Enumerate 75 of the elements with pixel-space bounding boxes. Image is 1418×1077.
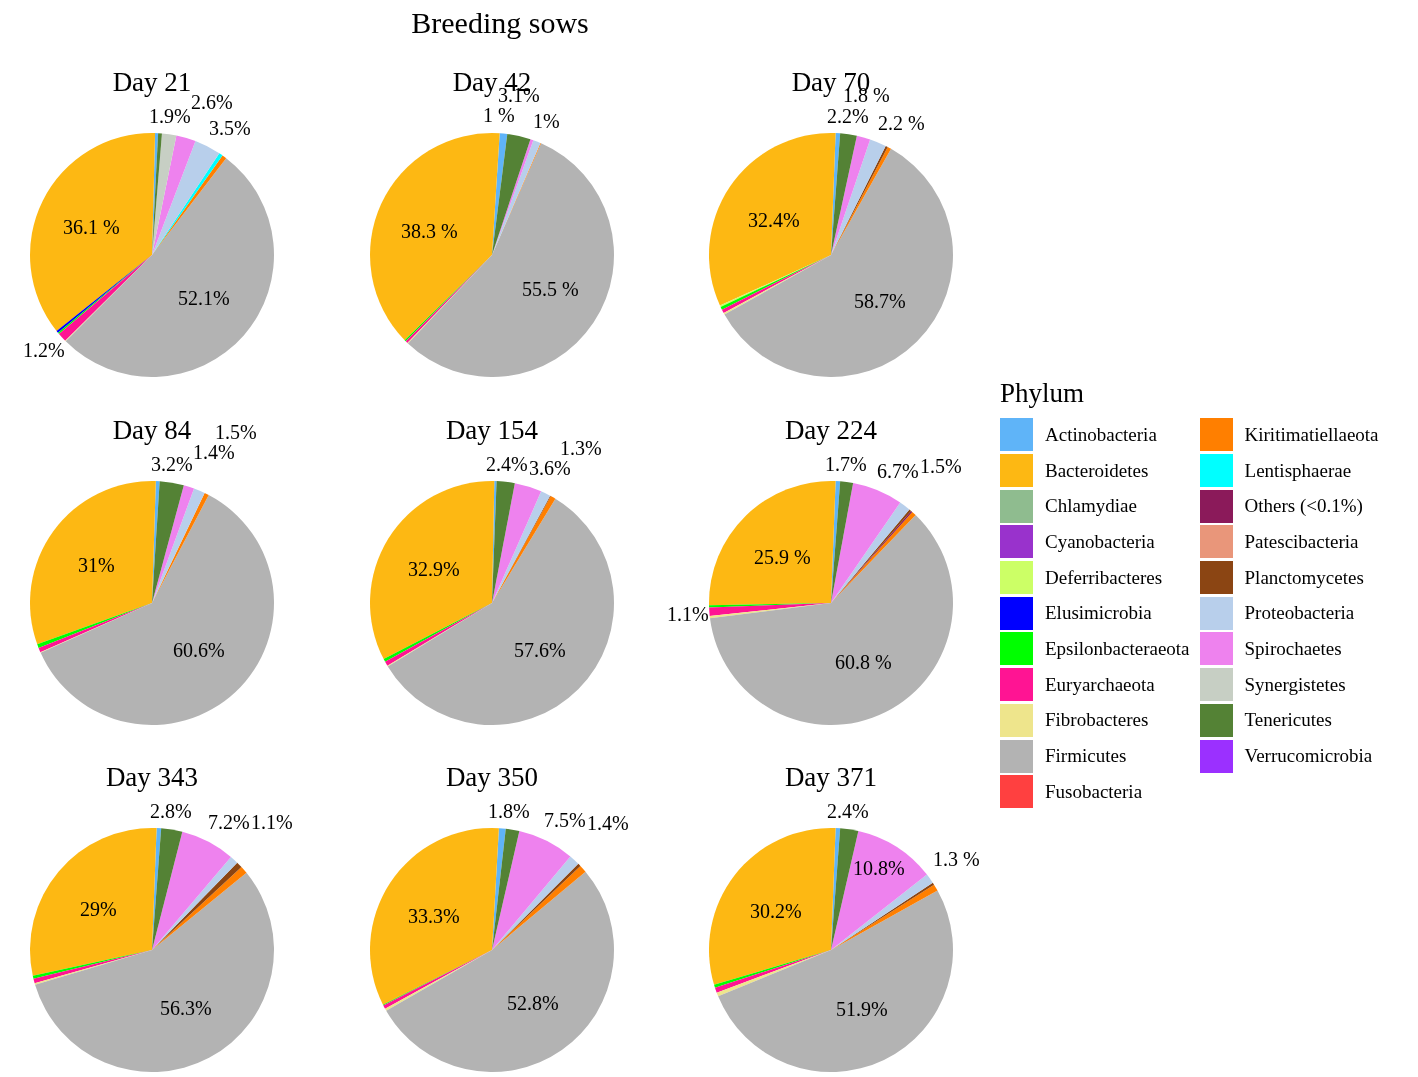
data-label: 1.1% xyxy=(251,811,293,833)
slice-label: Day 371 xyxy=(784,761,878,792)
data-label: 1.7% xyxy=(825,453,867,475)
data-label: 7.5% xyxy=(544,809,586,831)
data-label: 3.2% xyxy=(151,453,193,475)
legend-label: Epsilonbacteraeota xyxy=(1045,637,1190,660)
data-label: 60.8 % xyxy=(835,651,892,673)
legend-label: Euryarchaeota xyxy=(1045,673,1155,696)
data-label: 56.3% xyxy=(160,997,212,1019)
data-label: 60.6% xyxy=(173,639,225,661)
data-label: 32.4% xyxy=(748,209,800,231)
data-label: 32.9% xyxy=(408,558,460,580)
data-label: 25.9 % xyxy=(754,546,811,568)
data-label: 1.4% xyxy=(587,812,629,834)
data-label: 3.6% xyxy=(529,457,571,479)
legend-label: Bacteroidetes xyxy=(1045,459,1149,482)
slice-label: Day 224 xyxy=(784,414,878,445)
data-label: 33.3% xyxy=(408,905,460,927)
legend-label: Fibrobacteres xyxy=(1045,709,1149,732)
data-label: 1.8% xyxy=(488,800,530,822)
legend-label: Actinobacteria xyxy=(1045,423,1157,446)
legend-label: Lentisphaerae xyxy=(1244,459,1352,482)
data-label: 1.5% xyxy=(920,455,962,477)
legend-label: Deferribacteres xyxy=(1045,566,1163,589)
data-label: 1% xyxy=(533,110,560,132)
legend-label: Kiritimatiellaeota xyxy=(1244,423,1379,446)
data-label: 1.3% xyxy=(560,437,602,459)
legend-label: Firmicutes xyxy=(1045,745,1127,768)
data-label: 3.5% xyxy=(209,117,251,139)
data-label: 1.5% xyxy=(215,421,257,443)
legend-label: Proteobacteria xyxy=(1244,602,1355,625)
legend-label: Verrucomicrobia xyxy=(1244,745,1373,768)
data-label: 1 % xyxy=(483,104,515,126)
data-label: 55.5 % xyxy=(522,278,579,300)
legend-label: Spirochaetes xyxy=(1244,637,1342,660)
legend-label: Patescibacteria xyxy=(1244,530,1359,553)
data-label: 57.6% xyxy=(514,639,566,661)
legend-label: Others (<0.1%) xyxy=(1244,495,1363,518)
data-label: 58.7% xyxy=(854,290,906,312)
data-label: 2.2 % xyxy=(878,112,925,134)
legend-title: Phylum xyxy=(1000,378,1086,409)
legend-label: Synergistetes xyxy=(1244,673,1346,696)
legend-label: Elusimicrobia xyxy=(1045,602,1152,625)
slice-label: Day 350 xyxy=(445,761,539,792)
data-label: 51.9% xyxy=(836,998,888,1020)
data-label: 7.2% xyxy=(208,811,250,833)
data-label: 2.2% xyxy=(827,105,869,127)
data-label: 2.6% xyxy=(191,91,233,113)
data-label: 1.1% xyxy=(667,603,709,625)
slice-label: Day 343 xyxy=(105,761,199,792)
data-label: 38.3 % xyxy=(401,220,458,242)
legend-label: Cyanobacteria xyxy=(1045,530,1155,553)
data-label: 31% xyxy=(78,554,115,576)
data-label: 2.4% xyxy=(486,453,528,475)
data-label: 1.9% xyxy=(149,105,191,127)
chart-title: Breeding sows xyxy=(410,6,590,40)
data-label: 36.1 % xyxy=(63,216,120,238)
data-label: 1.2% xyxy=(23,339,65,361)
data-label: 1.3 % xyxy=(933,848,980,870)
data-label: 52.1% xyxy=(178,287,230,309)
legend-label: Planctomycetes xyxy=(1244,566,1364,589)
slice-label: Day 154 xyxy=(445,414,539,445)
data-label: 30.2% xyxy=(750,900,802,922)
legend-label: Tenericutes xyxy=(1244,709,1332,732)
legend-label: Fusobacteria xyxy=(1045,780,1143,803)
data-label: 1.4% xyxy=(193,441,235,463)
data-label: 29% xyxy=(80,898,117,920)
data-label: 2.4% xyxy=(827,800,869,822)
data-label: 52.8% xyxy=(507,992,559,1014)
legend-label: Chlamydiae xyxy=(1045,495,1137,518)
data-label: 2.8% xyxy=(150,800,192,822)
data-label: 6.7% xyxy=(877,460,919,482)
data-label: 10.8% xyxy=(853,857,905,879)
slice-label: Day 84 xyxy=(112,414,192,445)
slice-label: Day 21 xyxy=(112,66,192,97)
